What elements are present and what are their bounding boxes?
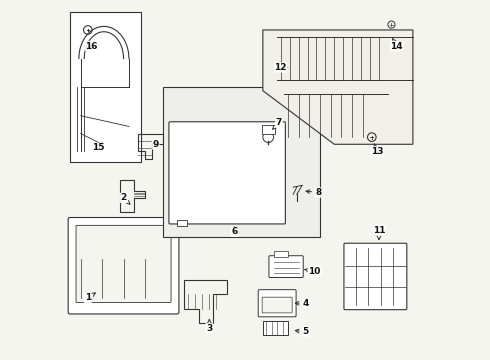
FancyBboxPatch shape [344,243,407,310]
Bar [263,321,288,336]
Text: 6: 6 [231,226,238,236]
Text: 12: 12 [274,63,288,72]
Text: 5: 5 [295,327,309,336]
Bar [273,251,288,257]
Text: 4: 4 [295,299,309,308]
Bar [177,220,187,226]
Bar [163,87,320,237]
Polygon shape [263,30,413,144]
Text: 16: 16 [85,41,98,50]
FancyBboxPatch shape [169,122,285,224]
Text: 8: 8 [306,188,321,197]
Text: 2: 2 [121,193,130,204]
Text: 15: 15 [92,143,105,152]
Bar [262,125,275,134]
Text: 13: 13 [371,144,383,156]
FancyBboxPatch shape [269,256,303,278]
Text: 10: 10 [305,267,321,276]
Text: 9: 9 [152,140,159,149]
Text: 3: 3 [206,320,212,333]
Text: 11: 11 [373,225,385,240]
Text: 14: 14 [391,38,403,50]
Text: 7: 7 [272,118,282,129]
FancyBboxPatch shape [258,290,296,317]
Bar [70,12,142,162]
Text: 1: 1 [85,293,96,302]
FancyBboxPatch shape [262,297,292,313]
FancyBboxPatch shape [68,217,179,314]
FancyBboxPatch shape [76,225,171,302]
